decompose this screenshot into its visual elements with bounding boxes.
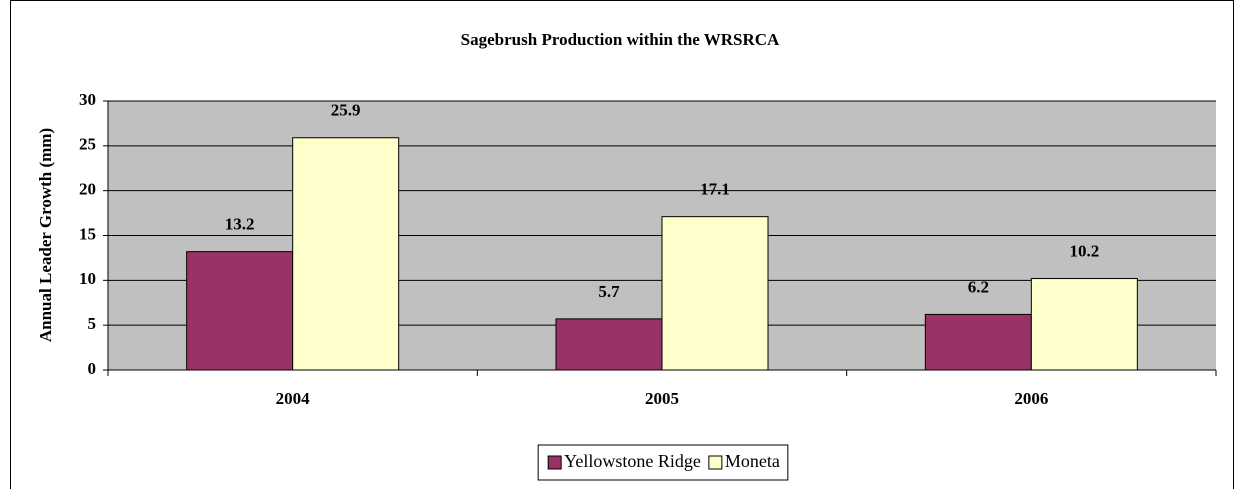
legend-label: Moneta: [725, 451, 780, 471]
y-tick-label: 25: [79, 135, 96, 154]
x-tick-label: 2005: [645, 389, 679, 408]
y-tick-label: 15: [79, 224, 96, 243]
data-label: 6.2: [968, 277, 989, 296]
x-tick-label: 2004: [276, 389, 311, 408]
data-label: 25.9: [331, 101, 361, 120]
y-tick-label: 30: [79, 90, 96, 109]
data-label: 17.1: [700, 180, 730, 199]
y-tick-label: 0: [88, 359, 97, 378]
legend-box: [537, 444, 789, 481]
chart-title: Sagebrush Production within the WRSRCA: [461, 30, 780, 49]
bar: [1030, 278, 1138, 371]
bar: [292, 137, 400, 371]
legend-swatch: [708, 455, 723, 470]
bar: [186, 251, 294, 371]
bar: [924, 313, 1032, 371]
y-axis-label: Annual Leader Growth (mm): [36, 128, 55, 342]
data-label: 13.2: [225, 215, 255, 234]
bar: [661, 216, 769, 371]
y-tick-label: 20: [79, 180, 96, 199]
legend-swatch: [547, 455, 562, 470]
y-tick-label: 10: [79, 269, 96, 288]
y-tick-label: 5: [88, 314, 97, 333]
legend-label: Yellowstone Ridge: [564, 451, 701, 471]
data-label: 5.7: [598, 282, 620, 301]
data-label: 10.2: [1069, 241, 1099, 260]
bar: [555, 318, 663, 371]
x-tick-label: 2006: [1014, 389, 1048, 408]
